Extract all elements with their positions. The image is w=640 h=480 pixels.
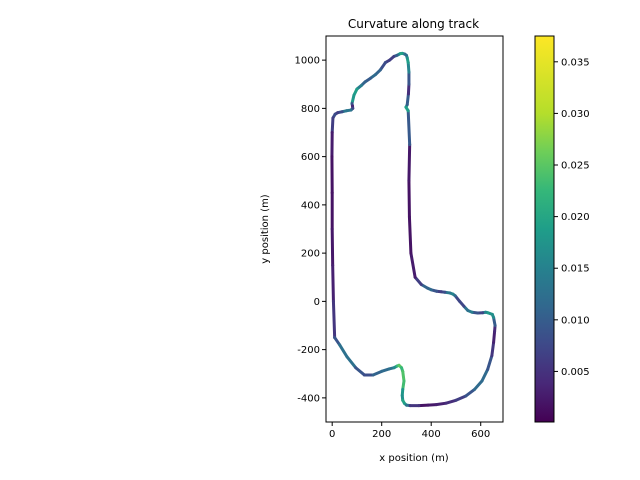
track-segment	[486, 354, 494, 371]
y-tick-label: 0	[314, 297, 320, 308]
colorbar-tick-label: 0.035	[561, 57, 590, 68]
colorbar-tick-label: 0.020	[561, 212, 590, 223]
track-segment	[338, 343, 349, 359]
track-segment	[480, 367, 490, 383]
track-segment	[345, 355, 358, 370]
plot-area	[325, 35, 504, 423]
track-segment	[407, 143, 412, 183]
track-segment	[473, 379, 484, 391]
y-tick-label: 800	[301, 104, 320, 115]
colorbar-tick-label: 0.030	[561, 109, 590, 120]
colorbar-tick-label: 0.025	[561, 161, 590, 172]
track-segment	[371, 369, 384, 377]
track-segment	[407, 179, 411, 219]
x-tick-label: 200	[372, 429, 391, 440]
colorbar-ticks: 0.005 0.010 0.015 0.020 0.025 0.030 0.035	[554, 57, 590, 378]
colorbar-tick-label: 0.010	[561, 315, 590, 326]
x-tick-label: 400	[422, 429, 441, 440]
track-segment	[330, 116, 335, 134]
track-segment	[331, 263, 335, 303]
track-segment	[409, 251, 417, 279]
y-tick-label: 200	[301, 249, 320, 260]
y-tick-label: -400	[297, 393, 320, 404]
x-tick-label: 600	[471, 429, 490, 440]
track-segment	[434, 401, 448, 407]
track-segment	[405, 92, 410, 107]
colorbar-gradient	[534, 35, 555, 423]
colorbar-tick-label: 0.005	[561, 367, 590, 378]
track-segment	[354, 366, 366, 377]
y-axis-label: y position (m)	[260, 194, 271, 264]
colorbar-tick-label: 0.015	[561, 264, 590, 275]
track-segment	[407, 215, 413, 255]
plot-frame	[325, 35, 504, 423]
y-tick-label: 1000	[295, 56, 320, 67]
track-segment	[454, 394, 468, 402]
track-segment	[401, 369, 406, 383]
track-segment	[464, 387, 477, 398]
x-axis-label: x position (m)	[379, 453, 449, 464]
colorbar: 0.005 0.010 0.015 0.020 0.025 0.030 0.035	[534, 35, 590, 423]
track-segment	[492, 330, 497, 344]
track-segment	[406, 82, 411, 96]
chart-title: Curvature along track	[348, 17, 479, 31]
y-tick-label: -200	[297, 345, 320, 356]
track-layer	[330, 51, 497, 408]
track-segment	[331, 299, 337, 340]
track-segment	[406, 61, 411, 74]
x-axis: 0 200 400 600	[329, 422, 490, 440]
track-segment	[490, 340, 496, 358]
y-axis: -400 -200 0 200 400 600 800 1000	[295, 56, 326, 404]
track-segment	[413, 275, 423, 286]
y-tick-label: 600	[301, 152, 320, 163]
y-tick-label: 400	[301, 200, 320, 211]
track-segment	[444, 398, 458, 405]
track-segment	[406, 109, 412, 147]
x-tick-label: 0	[329, 429, 335, 440]
